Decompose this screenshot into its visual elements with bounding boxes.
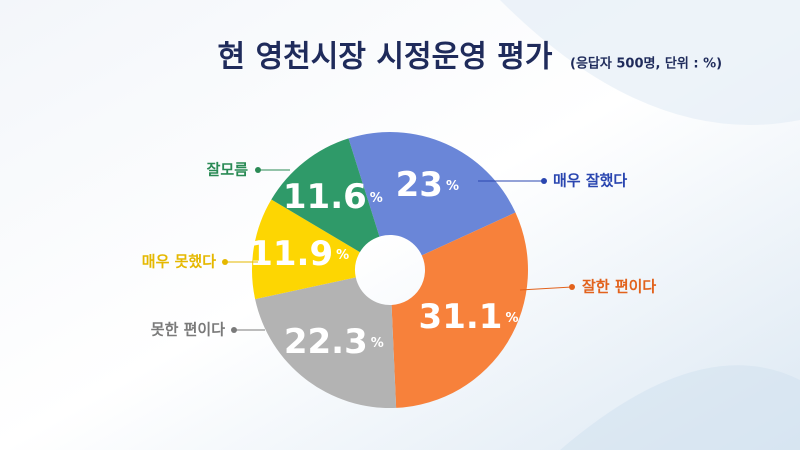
data-label-unit: % <box>505 310 518 325</box>
callout-line <box>519 286 573 291</box>
data-label-value: 22.3 <box>284 321 368 361</box>
data-label-unit: % <box>336 248 349 263</box>
callout-dot <box>569 284 575 290</box>
category-label: 잘한 편이다 <box>582 278 656 296</box>
data-label: 31.1% <box>419 296 519 336</box>
data-label-value: 11.6 <box>283 176 367 216</box>
decoration <box>560 365 800 450</box>
donut-segment <box>348 132 516 256</box>
category-label: 못한 편이다 <box>151 321 225 339</box>
data-label-value: 23 <box>396 164 443 204</box>
data-label-unit: % <box>371 335 384 350</box>
callout-dot <box>541 178 547 184</box>
donut-segment <box>255 277 397 408</box>
category-label: 매우 못했다 <box>142 253 216 271</box>
data-label: 22.3% <box>284 321 384 361</box>
data-label: 11.6% <box>283 176 383 216</box>
data-label-unit: % <box>370 190 383 205</box>
callout-dot <box>222 259 228 265</box>
category-label: 매우 잘했다 <box>553 172 627 190</box>
decoration <box>500 0 800 125</box>
data-label-value: 11.9 <box>249 234 333 274</box>
callout-dot <box>255 167 261 173</box>
chart-subtitle: (응답자 500명, 단위 : %) <box>570 56 722 72</box>
donut-segment <box>391 212 528 408</box>
donut-segment <box>271 138 380 253</box>
callout-dot <box>231 327 237 333</box>
data-label: 11.9% <box>249 234 349 274</box>
donut-segment <box>252 199 360 300</box>
category-label: 잘모름 <box>207 161 249 179</box>
chart-title: 현 영천시장 시정운영 평가 <box>218 40 553 75</box>
data-label: 23% <box>396 164 459 204</box>
data-label-unit: % <box>446 178 459 193</box>
data-label-value: 31.1 <box>419 296 503 336</box>
